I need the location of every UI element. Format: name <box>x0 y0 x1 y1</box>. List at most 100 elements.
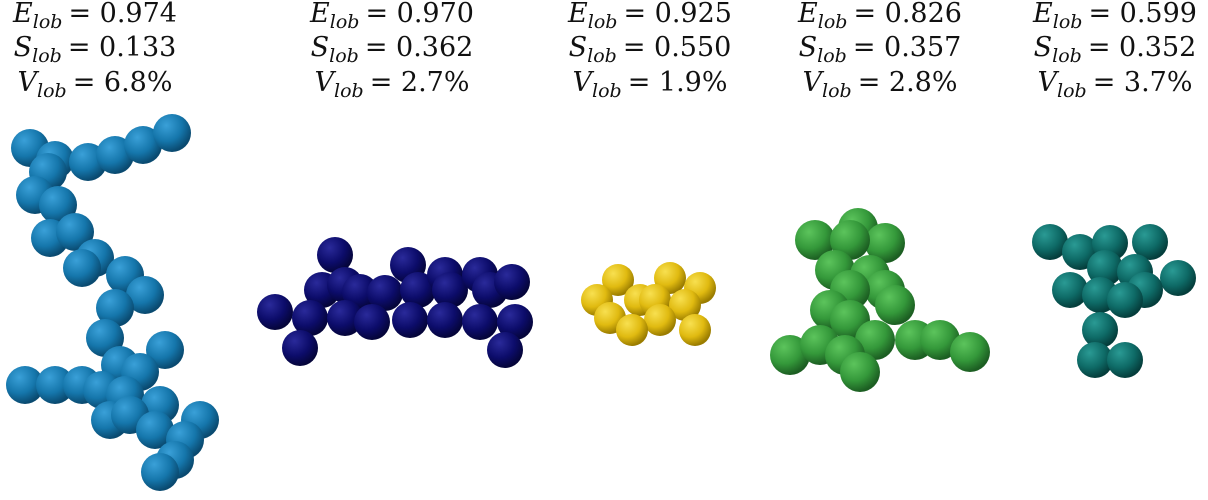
particle-cluster <box>1032 224 1196 378</box>
value: = 0.352 <box>1088 32 1197 63</box>
particle <box>1077 342 1113 378</box>
particle <box>153 114 191 152</box>
particle <box>644 304 676 336</box>
subscript: lob <box>32 45 62 67</box>
particle <box>400 272 436 308</box>
particle <box>840 352 880 392</box>
metric-label: Slob = 0.352 <box>1034 32 1197 67</box>
particle <box>136 411 174 449</box>
value: = 0.357 <box>853 32 962 63</box>
subscript: lob <box>588 11 618 33</box>
symbol: V <box>803 67 825 98</box>
value: = 0.133 <box>68 32 177 63</box>
particle <box>950 332 990 372</box>
particle-cluster <box>770 208 990 392</box>
symbol: E <box>567 0 588 29</box>
particle <box>920 320 960 360</box>
particle <box>432 272 468 308</box>
subscript: lob <box>817 45 847 67</box>
symbol: V <box>18 67 40 98</box>
particle <box>669 289 701 321</box>
particle <box>462 304 498 340</box>
value: = 0.599 <box>1088 0 1197 29</box>
particle <box>96 289 134 327</box>
symbol: E <box>797 0 818 29</box>
particle <box>126 276 164 314</box>
particle <box>367 275 403 311</box>
metric-label: Elob = 0.974 <box>12 0 177 33</box>
particle <box>317 237 353 273</box>
metric-label: Vlob = 2.7% <box>315 67 470 102</box>
particle <box>124 126 162 164</box>
metric-label: Elob = 0.925 <box>567 0 732 33</box>
particle <box>1082 312 1118 348</box>
particle-cluster <box>581 262 716 346</box>
particle <box>146 331 184 369</box>
symbol: S <box>799 32 818 63</box>
metric-label: Slob = 0.550 <box>569 32 732 67</box>
metric-label: Vlob = 3.7% <box>1038 67 1193 102</box>
symbol: E <box>1032 0 1053 29</box>
value: = 0.826 <box>853 0 962 29</box>
particle <box>56 213 94 251</box>
particle <box>354 304 390 340</box>
subscript: lob <box>330 11 360 33</box>
particle <box>6 366 44 404</box>
particle <box>1032 224 1068 260</box>
particle <box>392 302 428 338</box>
value: = 0.550 <box>623 32 732 63</box>
subscript: lob <box>587 45 617 67</box>
particle <box>679 314 711 346</box>
value: = 2.7% <box>370 67 470 98</box>
symbol: V <box>315 67 337 98</box>
metric-label: Vlob = 6.8% <box>18 67 173 102</box>
particle <box>141 453 179 491</box>
metric-label: Elob = 0.599 <box>1032 0 1197 33</box>
particle <box>39 186 77 224</box>
metric-label: Vlob = 1.9% <box>573 67 728 102</box>
particle <box>427 302 463 338</box>
particle-cluster <box>257 237 533 368</box>
particle <box>1087 250 1123 286</box>
particle <box>257 294 293 330</box>
subscript: lob <box>818 11 848 33</box>
metric-label: Vlob = 2.8% <box>803 67 958 102</box>
subscript: lob <box>1052 45 1082 67</box>
particle <box>616 314 648 346</box>
particle <box>830 220 870 260</box>
particle <box>1107 342 1143 378</box>
metric-label: Slob = 0.357 <box>799 32 962 67</box>
value: = 6.8% <box>73 67 173 98</box>
symbol: S <box>1034 32 1053 63</box>
particle <box>1052 272 1088 308</box>
symbol: V <box>573 67 595 98</box>
metric-label: Elob = 0.826 <box>797 0 962 33</box>
symbol: S <box>569 32 588 63</box>
subscript: lob <box>334 80 364 102</box>
particle <box>487 332 523 368</box>
particle <box>1160 260 1196 296</box>
subscript: lob <box>1053 11 1083 33</box>
particle <box>795 220 835 260</box>
particle-cluster <box>6 114 219 491</box>
particle <box>1132 224 1168 260</box>
particle <box>292 300 328 336</box>
value: = 1.9% <box>628 67 728 98</box>
subscript: lob <box>1057 80 1087 102</box>
particle <box>36 366 74 404</box>
particle <box>875 285 915 325</box>
value: = 0.970 <box>365 0 474 29</box>
symbol: E <box>12 0 33 29</box>
value: = 0.974 <box>68 0 177 29</box>
particle <box>63 249 101 287</box>
value: = 0.925 <box>623 0 732 29</box>
symbol: V <box>1038 67 1060 98</box>
metric-label: Slob = 0.133 <box>14 32 177 67</box>
particle <box>497 304 533 340</box>
particle <box>494 264 530 300</box>
particle <box>327 300 363 336</box>
particle <box>282 330 318 366</box>
subscript: lob <box>37 80 67 102</box>
particle <box>1107 282 1143 318</box>
